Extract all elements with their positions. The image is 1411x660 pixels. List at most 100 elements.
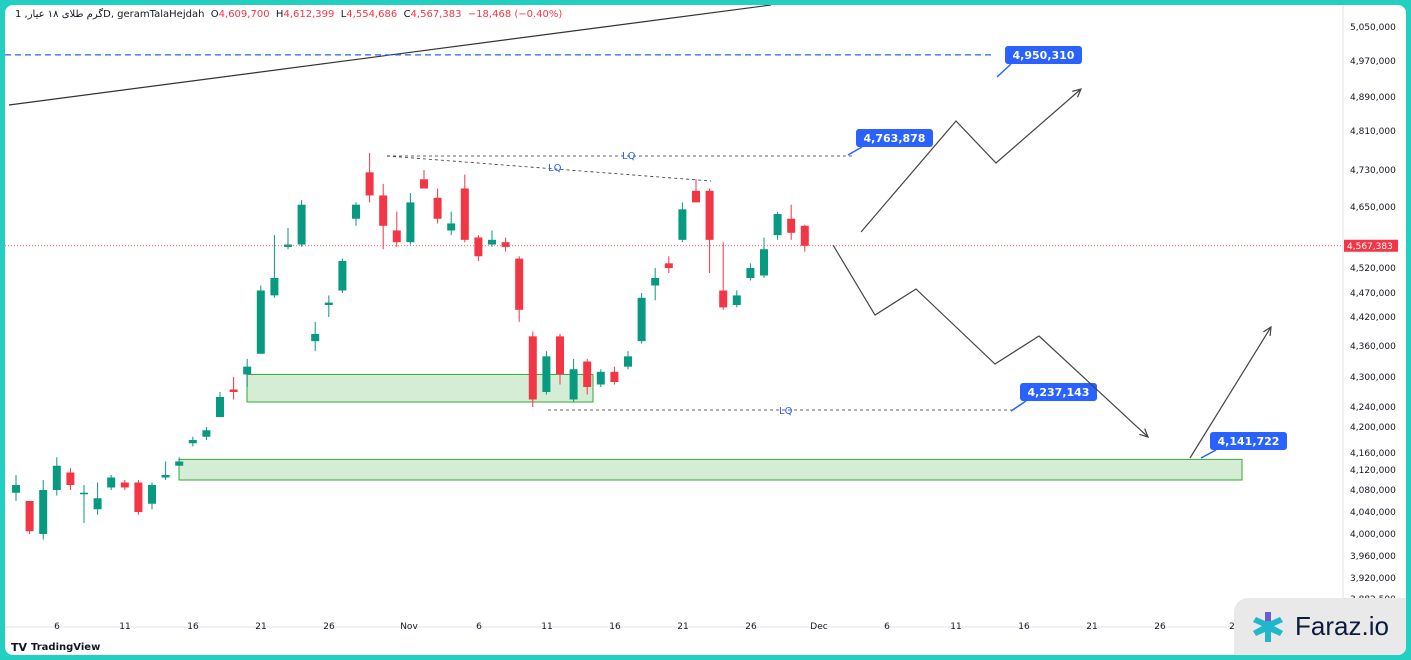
callout-label: 4,141,722 [1218,435,1280,448]
price-callout[interactable]: 4,950,310 [996,46,1082,78]
candle-body[interactable] [488,239,496,245]
close-label: C [403,9,411,20]
candle-body[interactable] [664,263,673,268]
callout-box [1020,383,1097,401]
candle-body[interactable] [175,461,184,466]
candle-body[interactable] [760,249,768,276]
candle-body[interactable] [583,361,592,388]
candle-body[interactable] [678,209,687,240]
candle-body[interactable] [746,268,755,278]
candle-body[interactable] [719,290,728,308]
x-tick-label: 6 [476,622,482,632]
candle-body[interactable] [80,492,88,495]
candle-body[interactable] [243,366,252,375]
price-callout[interactable]: 4,763,878 [847,129,933,156]
candle-body[interactable] [352,204,360,219]
candle-body[interactable] [406,202,415,243]
callout-pointer [847,146,863,156]
candle-body[interactable] [596,371,605,385]
candle-body[interactable] [66,472,75,486]
y-tick-label: 4,470,000 [1350,289,1396,299]
tradingview-label: TradingView [31,642,101,653]
candle-body[interactable] [202,430,211,437]
candle-body[interactable] [637,297,646,342]
last-price-tag [1344,239,1398,252]
candle-body[interactable] [474,237,483,257]
candle-body[interactable] [732,295,741,305]
x-tick-label: 16 [609,622,621,632]
candle-body[interactable] [365,172,374,196]
candle-body[interactable] [256,290,265,354]
candle-body[interactable] [624,356,632,367]
candle-body[interactable] [270,278,279,296]
candle-body[interactable] [787,218,796,233]
x-tick-label: 21 [1086,622,1097,632]
tradingview-logo[interactable]: 𝗧𝗩 TradingView [11,641,100,654]
candle-body[interactable] [188,440,197,444]
low-label: L [340,9,347,20]
candle-body[interactable] [528,336,537,400]
candle-body[interactable] [610,371,619,382]
y-tick-label: 4,240,000 [1350,403,1396,413]
candle-body[interactable] [433,197,442,219]
candle-body[interactable] [338,260,347,291]
candle-body[interactable] [420,179,428,189]
candle-body[interactable] [216,397,224,417]
y-tick-label: 4,160,000 [1350,449,1396,459]
faraz-logo-icon [1253,611,1284,642]
high-value: 4,612,399 [283,9,335,20]
candle-body[interactable] [12,485,20,493]
candle-body[interactable] [25,501,34,532]
candle-body[interactable] [515,258,524,310]
candle-body[interactable] [134,482,143,513]
lq-line-sloped [386,155,712,182]
callout-pointer [1010,400,1027,412]
candle-body[interactable] [379,195,388,226]
price-callout[interactable]: 4,237,143 [1010,383,1097,412]
x-tick-label: 21 [255,622,266,632]
candle-body[interactable] [229,389,238,393]
candle-body[interactable] [773,214,782,236]
candle-body[interactable] [324,302,333,305]
candle-body[interactable] [297,204,306,245]
candle-body[interactable] [52,465,61,490]
x-tick-label: 11 [541,622,552,632]
callout-pointer [1200,449,1217,459]
candle-body[interactable] [311,333,320,342]
y-tick-label: 4,730,000 [1350,166,1396,176]
candle-body[interactable] [447,223,456,231]
y-tick-label: 4,300,000 [1350,373,1396,383]
candle-body[interactable] [542,356,551,392]
candle-body[interactable] [120,482,129,488]
candle-body[interactable] [148,485,156,504]
candle-body[interactable] [161,475,170,478]
candle-body[interactable] [460,188,469,240]
chart-header: گرم طلای ۱۸ عیار, 1D, geramTalaHejdah O4… [15,9,562,20]
y-tick-label: 4,520,000 [1350,264,1396,274]
x-tick-label: Dec [810,622,827,632]
callout-label: 4,950,310 [1013,49,1075,62]
candle-body[interactable] [569,369,578,400]
candle-body[interactable] [93,498,102,510]
price-callout[interactable]: 4,141,722 [1200,432,1287,459]
y-tick-label: 4,080,000 [1350,486,1396,496]
y-tick-label: 4,650,000 [1350,203,1396,213]
candle-body[interactable] [556,336,564,375]
last-price-label: 4,567,383 [1347,242,1393,252]
price-chart[interactable]: 5,050,000 4,970,000 4,890,000 4,810,000 4,73… [5,5,1406,655]
symbol-name[interactable]: گرم طلای ۱۸ عیار, 1D, geramTalaHejdah [15,9,205,20]
y-tick-label: 4,810,000 [1350,127,1396,137]
candle-body[interactable] [39,490,48,534]
recovery-projection-head [1263,325,1272,337]
candle-body[interactable] [107,477,116,488]
x-tick-label: 11 [119,622,130,632]
candle-body[interactable] [392,230,401,243]
candle-body[interactable] [705,190,714,240]
candle-body[interactable] [501,242,510,247]
y-tick-label: 4,200,000 [1350,423,1396,433]
candle-body[interactable] [651,278,660,286]
x-tick-label: 11 [950,622,961,632]
candle-body[interactable] [800,225,809,246]
close-value: 4,567,383 [410,9,462,20]
candle-body[interactable] [692,190,700,203]
